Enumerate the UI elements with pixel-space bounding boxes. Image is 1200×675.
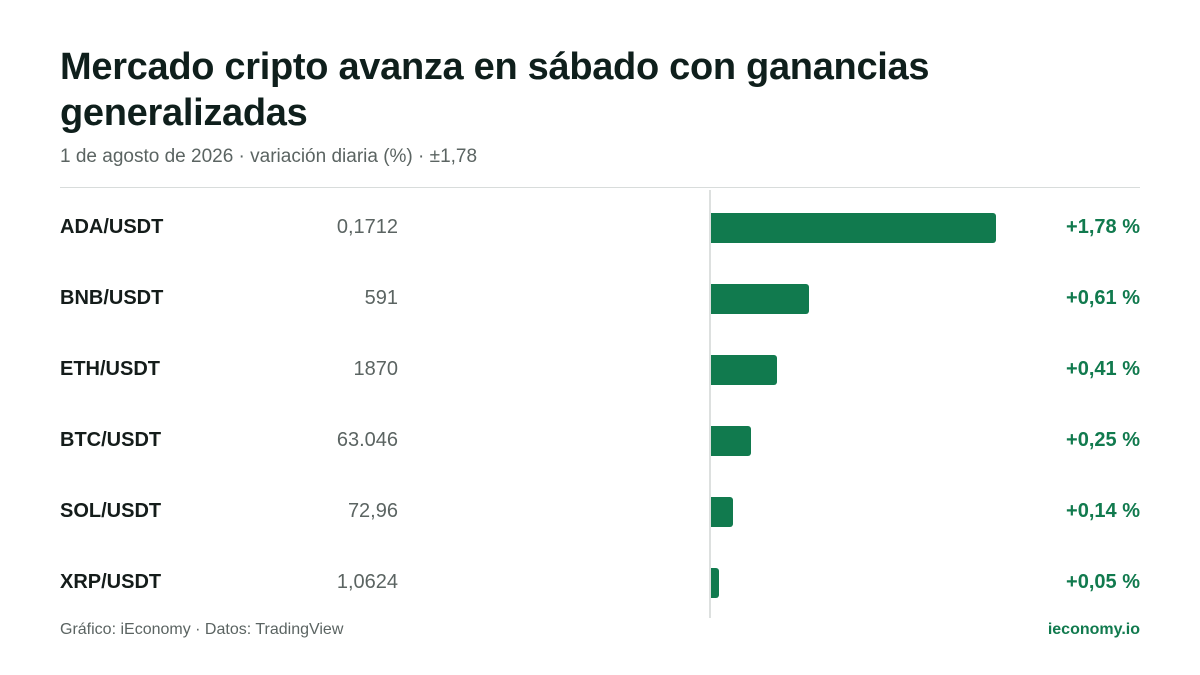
chart-row: ETH/USDT 1870 +0,41 % [60, 334, 1140, 405]
change-value-label: +1,78 % [1066, 216, 1140, 238]
chart-subtitle: 1 de agosto de 2026 · variación diaria (… [60, 146, 478, 167]
chart-row: BTC/USDT 63.046 +0,25 % [60, 405, 1140, 476]
change-value-label: +0,61 % [1066, 287, 1140, 309]
price-value: 591 [364, 287, 398, 309]
chart-row: XRP/USDT 1,0624 +0,05 % [60, 547, 1140, 618]
change-bar [711, 355, 777, 385]
change-bar [711, 497, 733, 527]
header-divider [60, 187, 1140, 188]
change-value-label: +0,05 % [1066, 571, 1140, 593]
price-value: 72,96 [347, 500, 398, 522]
change-bar [711, 426, 751, 456]
pair-label: ADA/USDT [60, 216, 164, 238]
pair-label: BTC/USDT [60, 429, 162, 451]
pair-label: BNB/USDT [60, 287, 164, 309]
price-value: 0,1712 [336, 216, 398, 238]
price-value: 1,0624 [336, 571, 398, 593]
chart-row: ADA/USDT 0,1712 +1,78 % [60, 192, 1140, 263]
chart-row: SOL/USDT 72,96 +0,14 % [60, 476, 1140, 547]
pair-label: ETH/USDT [60, 358, 160, 380]
chart-title: Mercado cripto avanza en sábado con gana… [60, 46, 930, 134]
change-value-label: +0,25 % [1066, 429, 1140, 451]
zero-axis-line [709, 190, 711, 618]
price-value: 63.046 [336, 429, 398, 451]
change-value-label: +0,41 % [1066, 358, 1140, 380]
source-credit: Gráfico: iEconomy · Datos: TradingView [60, 621, 344, 638]
change-bar [711, 213, 996, 243]
pair-label: XRP/USDT [60, 571, 162, 593]
price-value: 1870 [353, 358, 399, 380]
pair-label: SOL/USDT [60, 500, 162, 522]
change-bar [711, 568, 719, 598]
change-bar [711, 284, 809, 314]
change-value-label: +0,14 % [1066, 500, 1140, 522]
chart-row: BNB/USDT 591 +0,61 % [60, 263, 1140, 334]
brand-link[interactable]: ieconomy.io [1047, 621, 1140, 638]
